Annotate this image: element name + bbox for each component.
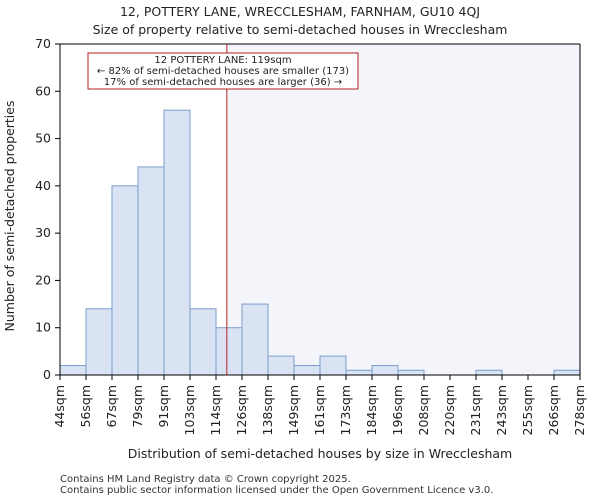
- histogram-bar: [397, 369, 425, 376]
- y-tick-label: 60: [35, 83, 51, 98]
- x-tick-label: 79sqm: [130, 385, 145, 428]
- histogram-bar: [475, 369, 503, 376]
- y-tick-label: 70: [35, 36, 51, 51]
- annotation-line-2: ← 82% of semi-detached houses are smalle…: [97, 66, 349, 77]
- x-tick-label: 149sqm: [286, 385, 301, 435]
- y-tick-label: 50: [35, 131, 51, 146]
- x-tick-label: 196sqm: [390, 385, 405, 435]
- chart-title: 12, POTTERY LANE, WRECCLESHAM, FARNHAM, …: [120, 4, 480, 19]
- histogram-bar: [319, 355, 347, 376]
- x-tick-label: 220sqm: [442, 385, 457, 435]
- footer-line-1: Contains HM Land Registry data © Crown c…: [60, 474, 351, 485]
- x-tick-label: 138sqm: [260, 385, 275, 435]
- x-tick-label: 255sqm: [520, 385, 535, 435]
- histogram-bar: [137, 166, 165, 376]
- y-axis-label: Number of semi-detached properties: [2, 101, 17, 332]
- x-axis-label: Distribution of semi-detached houses by …: [128, 446, 512, 461]
- y-tick-label: 20: [35, 272, 51, 287]
- x-tick-label: 161sqm: [312, 385, 327, 435]
- histogram-bar: [189, 308, 217, 376]
- x-tick-label: 173sqm: [338, 385, 353, 435]
- histogram-bar: [85, 308, 113, 376]
- histogram-bar: [553, 369, 581, 376]
- histogram-bar: [59, 365, 87, 376]
- histogram-bar: [345, 369, 373, 376]
- histogram-bar: [293, 365, 321, 376]
- x-tick-label: 278sqm: [572, 385, 587, 435]
- annotation-box: [87, 52, 359, 90]
- y-tick-label: 10: [35, 320, 51, 335]
- x-tick-label: 266sqm: [546, 385, 561, 435]
- chart-subtitle: Size of property relative to semi-detach…: [93, 22, 508, 37]
- footer-line-2: Contains public sector information licen…: [60, 485, 494, 496]
- x-tick-label: 56sqm: [78, 385, 93, 428]
- annotation-line-1: 12 POTTERY LANE: 119sqm: [154, 55, 291, 66]
- x-tick-label: 67sqm: [104, 385, 119, 428]
- x-tick-label: 126sqm: [234, 385, 249, 435]
- y-tick-label: 30: [35, 225, 51, 240]
- y-tick-label: 0: [43, 367, 51, 382]
- x-tick-label: 44sqm: [52, 385, 67, 428]
- x-tick-label: 231sqm: [468, 385, 483, 435]
- histogram-bar: [371, 365, 399, 376]
- x-tick-label: 91sqm: [156, 385, 171, 428]
- x-tick-label: 184sqm: [364, 385, 379, 435]
- histogram-bar: [111, 185, 139, 376]
- histogram-bar: [215, 327, 243, 376]
- histogram-bar: [241, 303, 269, 376]
- histogram-bar: [163, 109, 191, 376]
- larger-region-shade: [226, 44, 581, 375]
- annotation-line-3: 17% of semi-detached houses are larger (…: [104, 77, 342, 88]
- x-tick-label: 243sqm: [494, 385, 509, 435]
- x-tick-label: 208sqm: [416, 385, 431, 435]
- y-tick-label: 40: [35, 178, 51, 193]
- histogram-bar: [267, 355, 295, 376]
- x-tick-label: 103sqm: [182, 385, 197, 435]
- x-tick-label: 114sqm: [208, 385, 223, 435]
